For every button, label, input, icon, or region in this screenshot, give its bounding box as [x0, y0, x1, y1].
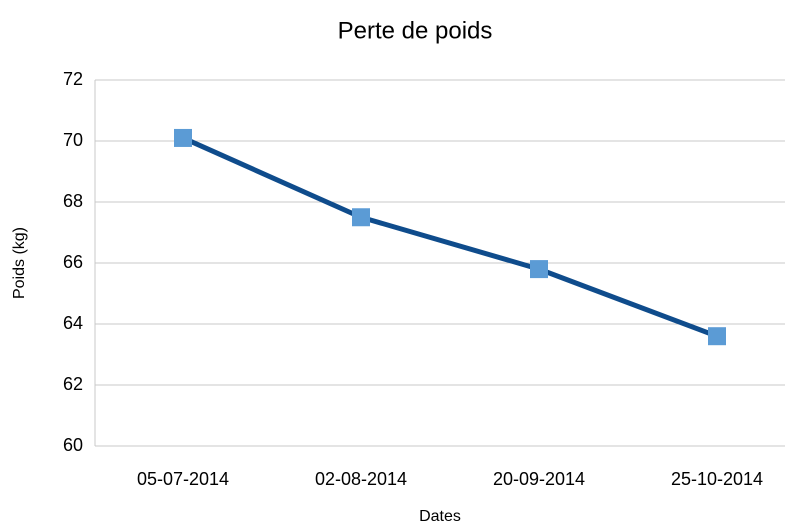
y-tick-label: 68: [63, 191, 83, 211]
y-tick-label: 66: [63, 252, 83, 272]
y-tick-label: 60: [63, 435, 83, 455]
data-line: [181, 135, 718, 339]
x-tick-label: 20-09-2014: [493, 469, 585, 489]
data-point: [174, 128, 192, 147]
y-tick-label: 72: [63, 69, 83, 89]
chart-title: Perte de poids: [338, 17, 493, 44]
y-tick-label: 62: [63, 374, 83, 394]
data-point: [530, 260, 548, 279]
data-point: [352, 208, 370, 227]
y-axis-label: Poids (kg): [11, 227, 28, 299]
x-axis-label: Dates: [419, 508, 461, 525]
y-tick-label: 70: [63, 130, 83, 150]
x-tick-label: 05-07-2014: [137, 469, 229, 489]
x-tick-label: 25-10-2014: [671, 469, 763, 489]
y-tick-label: 64: [63, 313, 83, 333]
data-point: [708, 327, 726, 346]
x-tick-label: 02-08-2014: [315, 469, 407, 489]
